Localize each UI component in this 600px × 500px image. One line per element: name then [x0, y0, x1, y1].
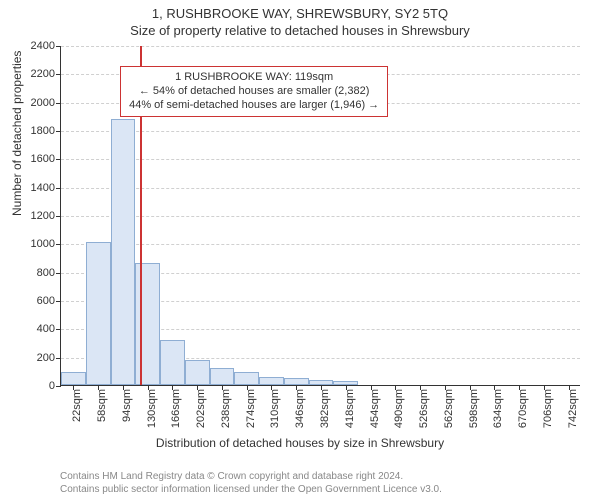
x-tick-label: 238sqm: [220, 389, 232, 428]
y-tick-label: 1600: [21, 153, 55, 165]
y-tick-label: 1200: [21, 210, 55, 222]
chart-area: 0200400600800100012001400160018002000220…: [60, 46, 580, 386]
y-tick-mark: [56, 131, 61, 132]
x-tick-label: 310sqm: [269, 389, 281, 428]
y-tick-label: 2200: [21, 68, 55, 80]
x-tick-label: 670sqm: [517, 389, 529, 428]
y-tick-mark: [56, 329, 61, 330]
x-tick-label: 742sqm: [567, 389, 579, 428]
histogram-bar: [284, 378, 309, 385]
x-tick-label: 598sqm: [468, 389, 480, 428]
grid-line: [61, 244, 580, 245]
y-tick-label: 800: [21, 267, 55, 279]
chart-title-sub: Size of property relative to detached ho…: [0, 21, 600, 38]
x-axis-title: Distribution of detached houses by size …: [0, 436, 600, 450]
footer-line-2: Contains public sector information licen…: [60, 484, 442, 497]
histogram-bar: [210, 368, 235, 385]
histogram-bar: [86, 242, 111, 385]
grid-line: [61, 46, 580, 47]
y-tick-label: 1400: [21, 182, 55, 194]
footer-attribution: Contains HM Land Registry data © Crown c…: [60, 471, 442, 496]
x-tick-label: 706sqm: [542, 389, 554, 428]
x-tick-label: 526sqm: [418, 389, 430, 428]
plot-area: 0200400600800100012001400160018002000220…: [60, 46, 580, 386]
x-tick-label: 346sqm: [294, 389, 306, 428]
y-tick-mark: [56, 159, 61, 160]
y-tick-label: 200: [21, 352, 55, 364]
x-tick-label: 382sqm: [319, 389, 331, 428]
annotation-line-2: ← 54% of detached houses are smaller (2,…: [129, 84, 379, 98]
x-tick-label: 490sqm: [393, 389, 405, 428]
x-tick-label: 202sqm: [195, 389, 207, 428]
x-tick-label: 130sqm: [146, 389, 158, 428]
grid-line: [61, 188, 580, 189]
grid-line: [61, 131, 580, 132]
y-tick-mark: [56, 358, 61, 359]
y-tick-mark: [56, 188, 61, 189]
x-tick-label: 58sqm: [96, 389, 108, 422]
y-tick-label: 1000: [21, 238, 55, 250]
x-tick-label: 94sqm: [121, 389, 133, 422]
histogram-bar: [234, 372, 259, 385]
y-tick-mark: [56, 46, 61, 47]
x-tick-label: 634sqm: [492, 389, 504, 428]
y-tick-mark: [56, 244, 61, 245]
y-tick-label: 1800: [21, 125, 55, 137]
grid-line: [61, 159, 580, 160]
annotation-line-1: 1 RUSHBROOKE WAY: 119sqm: [129, 70, 379, 84]
chart-title-main: 1, RUSHBROOKE WAY, SHREWSBURY, SY2 5TQ: [0, 0, 600, 21]
y-tick-label: 2000: [21, 97, 55, 109]
footer-line-1: Contains HM Land Registry data © Crown c…: [60, 471, 442, 484]
y-tick-mark: [56, 216, 61, 217]
x-tick-label: 274sqm: [245, 389, 257, 428]
x-tick-label: 22sqm: [71, 389, 83, 422]
y-tick-mark: [56, 273, 61, 274]
x-tick-label: 166sqm: [170, 389, 182, 428]
annotation-line-3: 44% of semi-detached houses are larger (…: [129, 98, 379, 112]
histogram-bar: [61, 372, 86, 385]
histogram-bar: [185, 360, 210, 385]
x-tick-label: 454sqm: [369, 389, 381, 428]
x-tick-label: 562sqm: [443, 389, 455, 428]
histogram-bar: [160, 340, 185, 385]
y-tick-mark: [56, 74, 61, 75]
grid-line: [61, 216, 580, 217]
y-tick-mark: [56, 386, 61, 387]
y-tick-label: 0: [21, 380, 55, 392]
histogram-bar: [111, 119, 136, 385]
histogram-bar: [259, 377, 284, 386]
y-tick-label: 400: [21, 323, 55, 335]
annotation-box: 1 RUSHBROOKE WAY: 119sqm ← 54% of detach…: [120, 66, 388, 117]
y-tick-mark: [56, 301, 61, 302]
histogram-bar: [135, 263, 160, 385]
y-tick-mark: [56, 103, 61, 104]
x-tick-label: 418sqm: [344, 389, 356, 428]
y-tick-label: 2400: [21, 40, 55, 52]
y-tick-label: 600: [21, 295, 55, 307]
